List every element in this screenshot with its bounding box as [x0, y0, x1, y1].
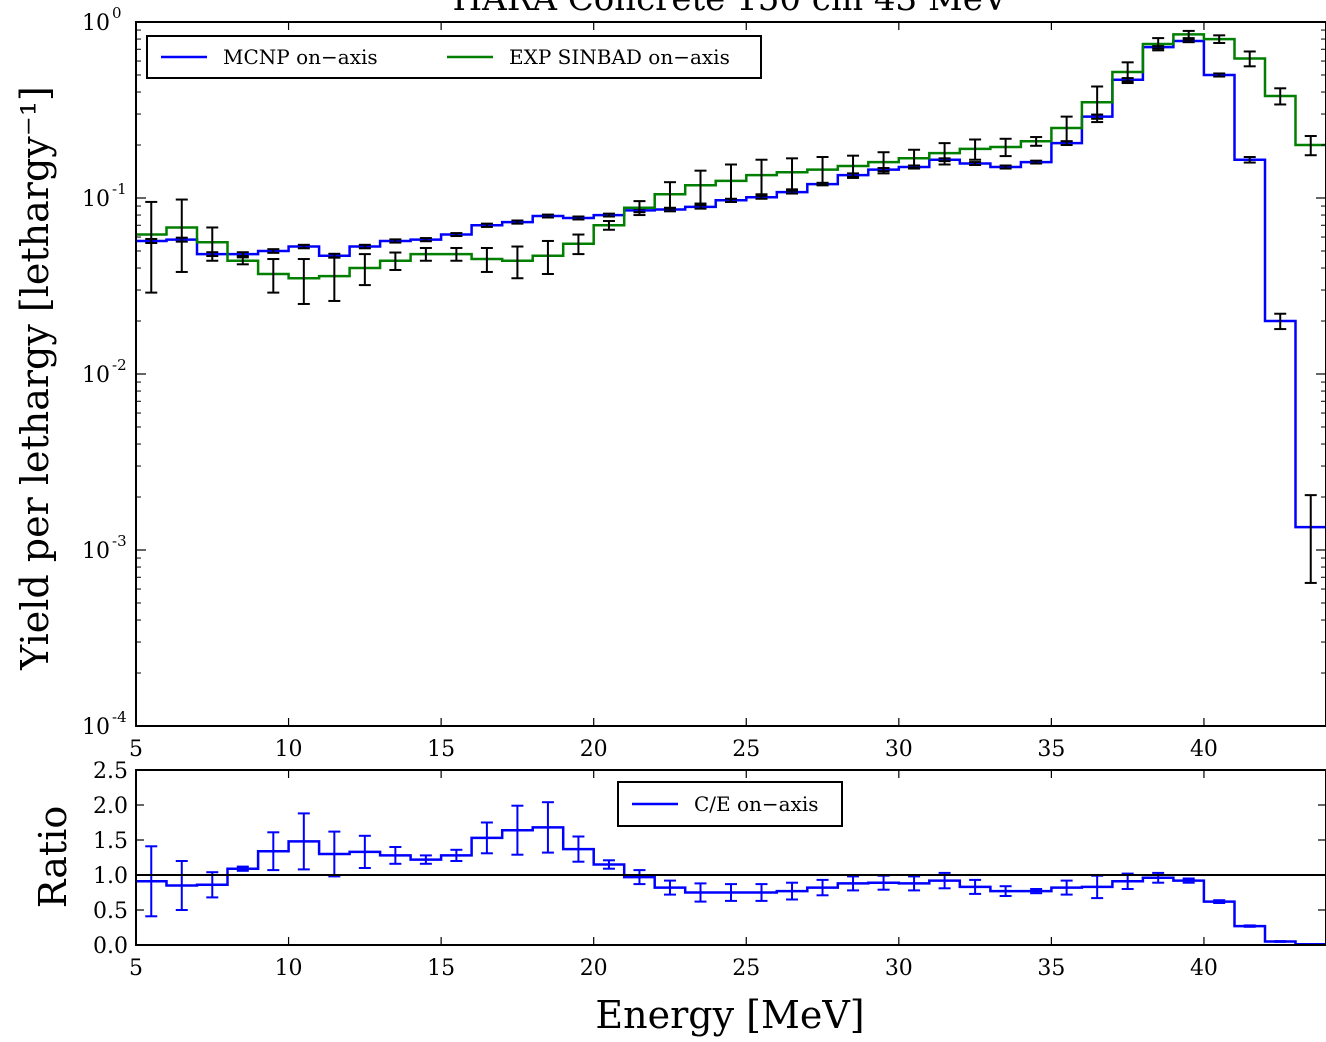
main-series-1-errorbar	[145, 202, 157, 293]
main-y-tick-exponent: -2	[112, 356, 127, 374]
main-x-tick-label: 15	[427, 737, 455, 762]
main-series-1-errorbar	[176, 200, 188, 272]
main-series-1-errorbar	[267, 259, 279, 293]
ratio-x-tick-label: 10	[275, 956, 303, 981]
main-series-0-line	[136, 41, 1326, 527]
main-x-tick-label: 20	[580, 737, 608, 762]
ratio-series-0-errorbar	[1274, 941, 1286, 942]
main-series-1-errorbar	[694, 171, 706, 204]
main-x-tick-label: 40	[1190, 737, 1218, 762]
ratio-y-tick-label: 1.5	[93, 829, 128, 854]
main-series-1-errorbar	[298, 259, 310, 304]
main-y-tick-exponent: -4	[112, 708, 127, 726]
ratio-y-tick-label: 0.0	[93, 934, 128, 959]
main-plot-frame	[136, 22, 1326, 726]
chart-title: HARA Concrete 150 cm 43 MeV	[453, 0, 1009, 19]
ratio-legend-label: C/E on−axis	[694, 792, 819, 816]
ratio-series-0-errorbar	[1244, 925, 1256, 926]
main-series-1-errorbar	[786, 158, 798, 189]
main-y-tick-exponent: -3	[112, 532, 127, 550]
main-x-tick-label: 25	[732, 737, 760, 762]
ratio-x-tick-label: 35	[1037, 956, 1065, 981]
y-axis-label-main: Yield per lethargy [lethargy⁻¹]	[13, 86, 57, 671]
main-y-tick-label: 10	[82, 715, 110, 740]
ratio-x-tick-label: 30	[885, 956, 913, 981]
y-axis-label-ratio: Ratio	[31, 806, 75, 908]
main-series-1-errorbar	[542, 241, 554, 274]
main-x-tick-label: 30	[885, 737, 913, 762]
ratio-x-tick-label: 20	[580, 956, 608, 981]
main-y-tick-label: 10	[82, 187, 110, 212]
main-legend-label: EXP SINBAD on−axis	[509, 45, 730, 69]
ratio-x-tick-label: 15	[427, 956, 455, 981]
ratio-legend: C/E on−axis	[618, 782, 842, 826]
main-y-tick-label: 10	[82, 363, 110, 388]
main-y-tick-label: 10	[82, 11, 110, 36]
ratio-y-tick-label: 2.5	[93, 759, 128, 784]
ratio-x-tick-label: 5	[129, 956, 143, 981]
main-x-tick-label: 10	[275, 737, 303, 762]
ratio-y-tick-label: 0.5	[93, 899, 128, 924]
ratio-x-tick-label: 25	[732, 956, 760, 981]
main-x-tick-label: 35	[1037, 737, 1065, 762]
main-y-tick-label: 10	[82, 539, 110, 564]
main-series-1-errorbar	[756, 160, 768, 195]
main-series-1-errorbar	[725, 165, 737, 202]
main-series-1-errorbar	[511, 247, 523, 279]
ratio-y-tick-label: 1.0	[93, 864, 128, 889]
main-series-0	[136, 40, 1326, 583]
main-series-0-errorbar	[1305, 495, 1317, 583]
main-x-tick-label: 5	[129, 737, 143, 762]
main-legend: MCNP on−axis EXP SINBAD on−axis	[147, 36, 761, 78]
main-series-1-errorbar	[328, 257, 340, 301]
main-y-tick-exponent: -1	[112, 180, 127, 198]
main-y-tick-exponent: 0	[112, 4, 122, 22]
x-axis-label: Energy [MeV]	[595, 993, 864, 1037]
ratio-y-tick-label: 2.0	[93, 794, 128, 819]
ratio-x-tick-label: 40	[1190, 956, 1218, 981]
main-legend-label: MCNP on−axis	[223, 45, 378, 69]
main-series-1-errorbar	[359, 254, 371, 285]
